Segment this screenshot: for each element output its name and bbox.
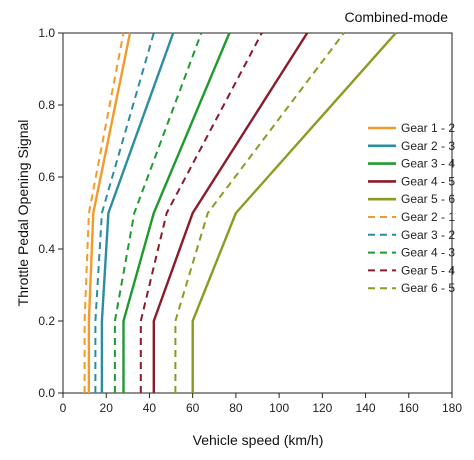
- legend-label: Gear 1 - 2: [401, 121, 455, 135]
- y-tick-label: 0.8: [38, 98, 55, 112]
- x-tick-label: 120: [312, 401, 332, 415]
- series-line-4: [152, 32, 309, 393]
- legend-label: Gear 3 - 4: [401, 157, 455, 171]
- plot-area: [62, 32, 453, 394]
- legend-label: Gear 5 - 6: [401, 192, 455, 206]
- y-axis-ticks: 0.0 0.2 0.4 0.6 0.8 1.0: [38, 26, 63, 400]
- x-axis-ticks: 0 20 40 60 80 100 120 140 160 180: [60, 393, 462, 415]
- series-line-2: [100, 32, 175, 393]
- y-tick-label: 0.0: [38, 386, 55, 400]
- series-line-1: [87, 32, 132, 393]
- legend-label: Gear 6 - 5: [401, 281, 455, 295]
- x-tick-label: 80: [229, 401, 243, 415]
- y-tick-label: 0.2: [38, 314, 55, 328]
- x-axis-label: Vehicle speed (km/h): [193, 432, 324, 448]
- x-tick-label: 40: [143, 401, 157, 415]
- y-axis-label: Throttle Pedal Opening Signal: [15, 120, 31, 307]
- x-tick-label: 180: [442, 401, 462, 415]
- x-tick-label: 0: [60, 401, 67, 415]
- y-tick-label: 0.6: [38, 170, 55, 184]
- legend-label: Gear 2 - 3: [401, 139, 455, 153]
- series-line-7: [94, 32, 155, 393]
- x-tick-label: 160: [399, 401, 419, 415]
- series-line-10: [174, 32, 345, 393]
- legend-label: Gear 5 - 4: [401, 263, 455, 277]
- x-tick-label: 60: [186, 401, 200, 415]
- series-layer: [83, 32, 397, 393]
- legend-label: Gear 4 - 5: [401, 174, 455, 188]
- series-line-8: [113, 32, 203, 393]
- x-tick-label: 100: [269, 401, 289, 415]
- series-line-3: [122, 32, 231, 393]
- y-tick-label: 1.0: [38, 26, 55, 40]
- chart-title: Combined-mode: [345, 9, 449, 25]
- x-tick-label: 140: [356, 401, 376, 415]
- legend-label: Gear 4 - 3: [401, 246, 455, 260]
- x-tick-label: 20: [100, 401, 114, 415]
- legend-label: Gear 2 - 1: [401, 210, 455, 224]
- series-line-9: [139, 32, 263, 393]
- legend-label: Gear 3 - 2: [401, 228, 455, 242]
- plot-frame: [62, 32, 453, 394]
- series-line-6: [83, 32, 125, 393]
- y-tick-label: 0.4: [38, 242, 55, 256]
- series-line-5: [191, 32, 397, 393]
- legend: Gear 1 - 2 Gear 2 - 3 Gear 3 - 4 Gear 4 - 5…: [368, 121, 455, 295]
